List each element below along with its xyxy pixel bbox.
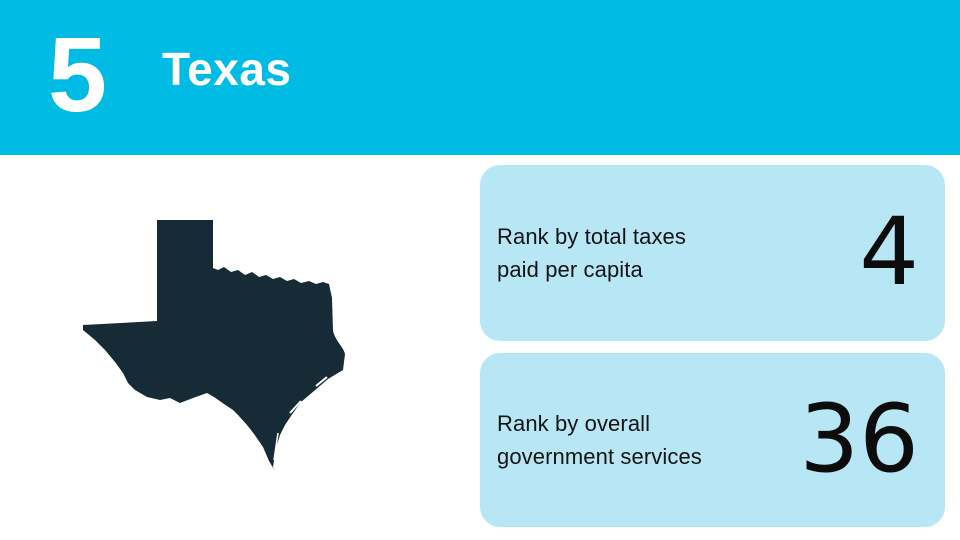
coastline-notch-matagorda — [289, 400, 302, 414]
texas-map-svg — [83, 220, 345, 471]
stat-card-services-value: 36 — [799, 385, 919, 494]
stat-card-taxes-label: Rank by total taxes paid per capita — [497, 220, 686, 286]
stat-card-taxes: Rank by total taxes paid per capita 4 — [480, 165, 945, 341]
stat-card-taxes-label-line2: paid per capita — [497, 257, 643, 282]
texas-map-icon — [83, 218, 345, 475]
stat-card-services: Rank by overall government services 36 — [480, 353, 945, 527]
state-name-title: Texas — [162, 43, 292, 95]
stat-card-taxes-value: 4 — [859, 198, 919, 307]
stat-card-services-label-line1: Rank by overall — [497, 411, 651, 436]
header-banner: 5 Texas — [0, 0, 960, 155]
state-rank-number: 5 — [48, 16, 107, 134]
stat-card-services-label: Rank by overall government services — [497, 407, 702, 473]
coastline-notch-padre — [273, 432, 279, 461]
coastline-notch-galveston — [315, 376, 328, 387]
stat-card-taxes-label-line1: Rank by total taxes — [497, 224, 686, 249]
texas-outline-shape — [83, 220, 345, 471]
stat-card-services-label-line2: government services — [497, 444, 702, 469]
